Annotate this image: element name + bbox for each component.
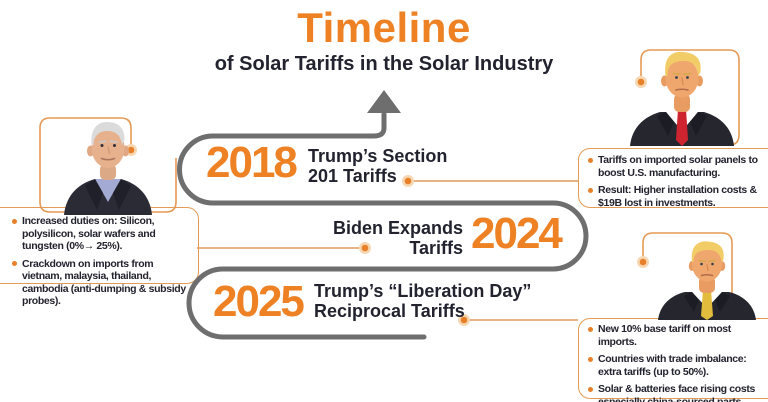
list-item: Increased duties on: Silicon, polysilico… [12,215,194,253]
bullet-icon [588,386,593,392]
list-item: New 10% base tariff on most imports. [588,323,768,348]
detail-text: Solar & batteries face rising costs espe… [598,383,755,402]
event-label-2018-line1: Trump’s Section [308,146,448,166]
detail-text: Crackdown on imports from vietnam, malay… [22,257,186,308]
detail-text: Countries with trade imbalance: extra ta… [598,353,747,378]
detail-text: Increased duties on: Silicon, polysilico… [22,215,156,252]
event-label-2024: Biden Expands Tariffs [280,218,463,258]
bullet-icon [588,157,593,163]
event-label-2018: Trump’s Section 201 Tariffs [308,146,448,186]
trump-photo-2025 [658,241,756,320]
event-label-2024-line1: Biden Expands [332,218,463,238]
page-subtitle: of Solar Tariffs in the Solar Industry [214,53,554,75]
event-label-2025-line2: Reciprocal Tariffs [314,300,465,321]
event-label-2025: Trump’s “Liberation Day” Reciprocal Tari… [314,281,532,321]
year-2024: 2024 [471,209,563,258]
page-title: Timeline [297,4,471,51]
event-label-2024-line2: Tariffs [409,237,463,258]
list-item: Result: Higher installation costs & $19B… [588,184,768,209]
bullet-icon [588,187,593,193]
event-label-2018-line2: 201 Tariffs [308,165,397,186]
detail-text: Result: Higher installation costs & $19B… [598,184,757,209]
bullet-icon [12,261,17,266]
callout-2025-bullets: New 10% base tariff on most imports. Cou… [588,323,768,402]
bullet-icon [588,356,593,362]
callout-2018-bullets: Tariffs on imported solar panels to boos… [588,154,768,214]
list-item: Crackdown on imports from vietnam, malay… [12,258,194,308]
list-item: Tariffs on imported solar panels to boos… [588,154,768,179]
event-label-2025-line1: Trump’s “Liberation Day” [314,281,532,301]
bullet-icon [12,218,17,224]
year-2018: 2018 [206,138,298,187]
biden-photo [64,122,152,215]
trump-photo-2018 [630,51,734,146]
callout-2024-bullets: Increased duties on: Silicon, polysilico… [12,215,194,313]
year-2025: 2025 [213,277,305,326]
arrow-up-icon [367,90,401,113]
bullet-icon [588,326,593,332]
detail-text: New 10% base tariff on most imports. [598,323,731,348]
list-item: Solar & batteries face rising costs espe… [588,383,768,402]
detail-text: Tariffs on imported solar panels to boos… [598,154,758,179]
list-item: Countries with trade imbalance: extra ta… [588,353,768,378]
